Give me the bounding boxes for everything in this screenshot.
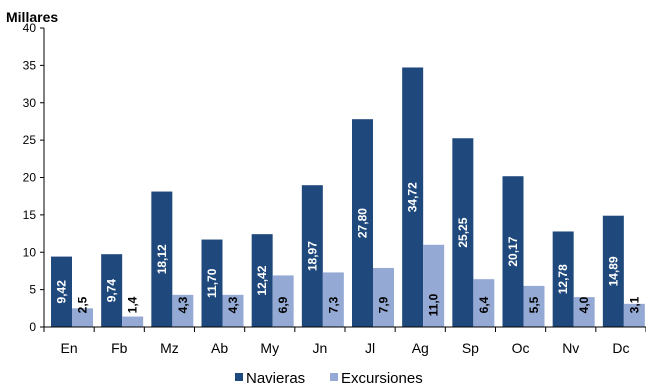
bar-navieras — [301, 185, 323, 327]
y-tick-label: 0 — [29, 320, 36, 334]
legend-label: Excursiones — [341, 370, 423, 387]
y-tick-label: 15 — [23, 208, 37, 222]
x-tick-label: Jn — [313, 340, 328, 356]
data-label: 4,0 — [577, 296, 591, 313]
data-label: 14,89 — [606, 256, 620, 286]
data-label: 1,4 — [126, 296, 140, 313]
data-label: 12,78 — [556, 264, 570, 294]
bar-navieras — [352, 119, 373, 327]
y-tick-label: 25 — [23, 133, 37, 147]
x-tick-label: Ag — [412, 340, 429, 356]
data-label: 12,42 — [255, 265, 269, 295]
bar-excursiones — [272, 275, 294, 327]
y-axis: 0 5 10 15 20 25 30 35 40 — [23, 21, 45, 334]
data-label: 11,70 — [205, 268, 219, 298]
bar-navieras — [101, 254, 123, 327]
data-label: 4,3 — [176, 296, 190, 313]
bar-navieras — [402, 67, 424, 327]
data-label: 34,72 — [406, 182, 420, 212]
data-label: 7,9 — [377, 296, 391, 313]
x-tick-label: Dc — [612, 340, 629, 356]
x-tick-label: Sp — [462, 340, 479, 356]
y-tick-label: 30 — [23, 96, 37, 110]
data-label: 6,9 — [276, 296, 290, 313]
bar-excursiones — [122, 316, 144, 327]
data-label: 9,42 — [55, 280, 69, 304]
bar-excursiones — [423, 244, 445, 327]
x-tick-label: Ab — [211, 340, 228, 356]
data-label: 27,80 — [356, 208, 370, 238]
bar-excursiones — [322, 272, 344, 327]
bar-navieras — [452, 138, 474, 327]
bar-navieras — [552, 231, 574, 327]
y-tick-label: 5 — [29, 283, 36, 297]
bar-excursiones — [72, 308, 93, 327]
x-tick-label: Mz — [160, 340, 179, 356]
data-label: 6,4 — [477, 296, 491, 313]
y-tick-label: 35 — [23, 58, 37, 72]
data-label: 18,12 — [155, 244, 169, 274]
bar-navieras — [201, 239, 223, 327]
bar-navieras — [502, 176, 524, 327]
x-tick-label: Jl — [365, 340, 375, 356]
y-tick-label: 10 — [23, 245, 37, 259]
data-label: 3,1 — [627, 296, 641, 313]
data-label: 7,3 — [326, 296, 340, 313]
x-tick-label: Oc — [512, 340, 530, 356]
data-label: 25,25 — [456, 217, 470, 247]
bar-excursiones — [373, 267, 394, 327]
bar-excursiones — [573, 297, 595, 327]
x-axis: En Fb Mz Ab My Jn Jl Ag Sp Oc Nv Dc — [43, 326, 646, 356]
legend-swatch — [235, 373, 243, 381]
bar-navieras — [151, 191, 173, 327]
x-tick-label: My — [260, 340, 279, 356]
bar-excursiones — [172, 294, 194, 327]
bar-navieras — [251, 234, 273, 327]
bar-navieras — [51, 256, 72, 327]
bar-navieras — [602, 215, 624, 327]
bars: 9,42 9,74 18,12 11,70 12,42 18,97 27,80 34,72 25… — [51, 67, 645, 327]
bar-excursiones — [473, 279, 495, 327]
x-tick-label: Fb — [111, 340, 128, 356]
data-label: 2,5 — [76, 296, 90, 313]
x-tick-label: Nv — [562, 340, 579, 356]
bar-excursiones — [222, 294, 244, 327]
bar-excursiones — [623, 303, 645, 327]
data-label: 20,17 — [506, 236, 520, 266]
legend-swatch — [330, 373, 338, 381]
x-tick-label: En — [61, 340, 78, 356]
data-label: 18,97 — [305, 241, 319, 271]
legend-label: Navieras — [246, 370, 305, 387]
data-label: 9,74 — [105, 279, 119, 303]
bar-excursiones — [523, 285, 545, 327]
data-label: 5,5 — [527, 296, 541, 313]
y-axis-label: Millares — [6, 9, 58, 25]
y-tick-label: 20 — [23, 171, 37, 185]
y-tick-label: 40 — [23, 21, 37, 35]
data-label: 11,0 — [427, 293, 441, 316]
legend: Navieras Excursiones — [235, 370, 423, 387]
data-label: 4,3 — [226, 296, 240, 313]
